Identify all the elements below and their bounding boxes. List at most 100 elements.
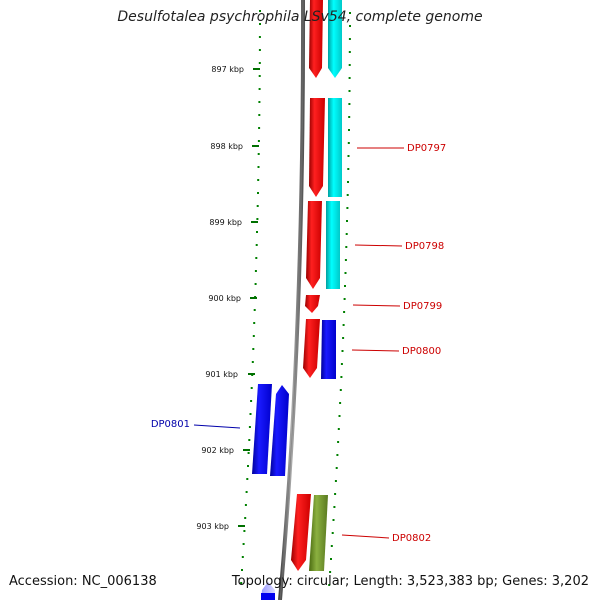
- tick-label: 900 kbp: [208, 294, 241, 303]
- gc-dot: [253, 309, 256, 311]
- gc-dot: [331, 532, 334, 534]
- feature-arrow[interactable]: [309, 495, 328, 571]
- tick-labels: 897 kbp 898 kbp 899 kbp 900 kbp 901 kbp …: [196, 65, 244, 531]
- gc-dot: [250, 387, 253, 389]
- gc-dot: [348, 77, 351, 79]
- gc-dot: [259, 10, 261, 12]
- gene-arrow[interactable]: [303, 319, 320, 378]
- gc-dot: [254, 270, 257, 272]
- gene-arrow[interactable]: [305, 295, 320, 313]
- gene-label-dp0802[interactable]: DP0802: [392, 533, 431, 544]
- gene-arrow[interactable]: [309, 98, 325, 197]
- gc-dot: [250, 400, 253, 402]
- gc-dot: [347, 181, 349, 183]
- gene-arrow[interactable]: [270, 385, 289, 476]
- gc-dot: [252, 335, 255, 337]
- gc-dot: [259, 23, 261, 25]
- gc-dot: [347, 142, 350, 144]
- gc-dot: [346, 220, 348, 222]
- gc-dot: [348, 90, 351, 92]
- gc-dot: [345, 233, 348, 235]
- gc-dot: [243, 530, 246, 532]
- gc-dot: [251, 361, 254, 363]
- plus-strand-feature-track: [309, 0, 342, 571]
- gc-dot: [346, 194, 349, 196]
- feature-block[interactable]: [326, 201, 340, 289]
- gc-dot: [255, 257, 258, 259]
- gc-dot: [343, 298, 346, 300]
- feature-block[interactable]: [328, 98, 342, 197]
- accession-label: Accession: NC_006138: [9, 574, 157, 589]
- gc-dot: [329, 571, 332, 573]
- gc-dot: [340, 363, 343, 365]
- gc-dot: [256, 218, 259, 220]
- gc-dot: [339, 402, 342, 404]
- gene-arrow[interactable]: [306, 201, 322, 289]
- gc-dot: [348, 116, 351, 118]
- gc-dot: [341, 350, 344, 352]
- gene-block[interactable]: [261, 593, 275, 600]
- gc-dot: [246, 478, 249, 480]
- plus-strand-cds-track: [291, 0, 325, 571]
- gc-dot: [348, 38, 351, 40]
- gene-arrow[interactable]: [291, 494, 311, 571]
- gene-label-dp0798[interactable]: DP0798: [405, 241, 444, 252]
- gene-label-dp0801[interactable]: DP0801: [151, 419, 190, 430]
- gc-dot: [333, 506, 336, 508]
- gene-arrow[interactable]: [321, 320, 336, 379]
- tick-marks: [238, 68, 260, 527]
- gc-dot: [244, 504, 247, 506]
- gc-dot: [257, 166, 260, 168]
- gc-dot: [337, 441, 340, 443]
- gc-dot: [342, 324, 345, 326]
- gc-dot: [338, 415, 341, 417]
- gene-label-dp0799[interactable]: DP0799: [403, 301, 442, 312]
- gene-label-dp0797[interactable]: DP0797: [407, 143, 446, 154]
- gc-dot: [330, 558, 332, 560]
- gc-dot: [258, 127, 261, 129]
- gc-dot: [258, 36, 261, 38]
- gene-arrow[interactable]: [309, 0, 323, 78]
- gc-dot: [340, 376, 343, 378]
- gc-dot: [348, 64, 351, 66]
- gc-dot: [349, 25, 351, 27]
- gc-dot: [257, 179, 260, 181]
- gc-dot: [347, 168, 350, 170]
- gc-dot: [257, 153, 260, 155]
- gc-dot: [256, 231, 258, 233]
- gc-content-track: [240, 10, 351, 586]
- gc-dot: [247, 452, 250, 454]
- gc-dot: [258, 101, 261, 103]
- tick-label: 897 kbp: [211, 65, 244, 74]
- gc-dot: [245, 491, 248, 493]
- gc-dot: [241, 569, 243, 571]
- map-title: Desulfotalea psychrophila LSv54, complet…: [117, 9, 483, 25]
- gc-dot: [258, 88, 261, 90]
- gc-dot: [339, 389, 342, 391]
- gc-dot: [242, 543, 245, 545]
- gc-dot: [344, 285, 346, 287]
- gc-dot: [258, 49, 261, 51]
- gc-dot: [258, 75, 261, 77]
- gc-dot: [255, 244, 258, 246]
- gc-dot: [343, 311, 346, 313]
- gene-labels: DP0797 DP0798 DP0799 DP0800 DP0801 DP080…: [151, 143, 446, 544]
- genome-summary: Topology: circular; Length: 3,523,383 bp…: [231, 574, 589, 589]
- gc-dot: [336, 454, 339, 456]
- tick-label: 902 kbp: [201, 446, 234, 455]
- gene-arrow[interactable]: [252, 384, 272, 474]
- gc-dot: [337, 428, 340, 430]
- gc-dot: [345, 246, 348, 248]
- feature-arrow[interactable]: [328, 0, 342, 78]
- gc-dot: [253, 322, 256, 324]
- gc-dot: [248, 426, 251, 428]
- gc-dot: [248, 439, 251, 441]
- gene-label-dp0800[interactable]: DP0800: [402, 346, 441, 357]
- gc-dot: [334, 480, 337, 482]
- gc-dot: [252, 348, 255, 350]
- gc-dot: [330, 545, 333, 547]
- gc-dot: [256, 205, 259, 207]
- gc-dot: [257, 192, 259, 194]
- gc-dot: [249, 413, 252, 415]
- gc-dot: [348, 129, 350, 131]
